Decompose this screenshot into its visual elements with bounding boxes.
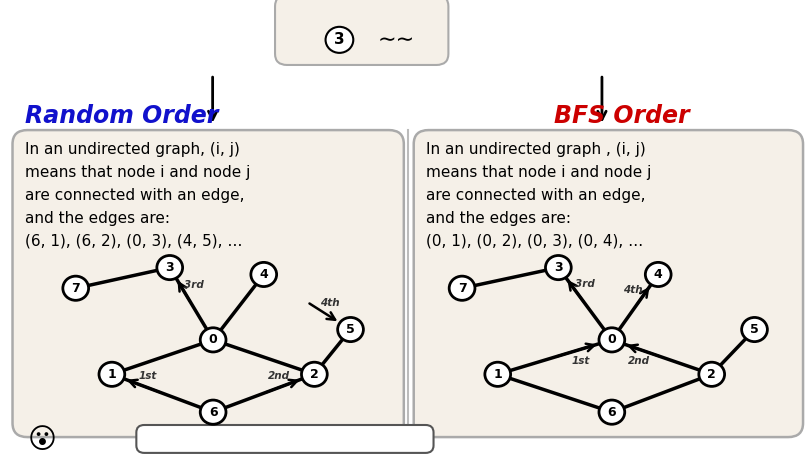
- Text: 1: 1: [494, 368, 502, 381]
- FancyBboxPatch shape: [137, 425, 434, 453]
- Circle shape: [545, 256, 571, 280]
- Text: 3: 3: [166, 261, 174, 274]
- Circle shape: [301, 362, 327, 386]
- Circle shape: [99, 362, 124, 386]
- Circle shape: [338, 318, 364, 342]
- Text: 6: 6: [208, 406, 217, 419]
- Text: ∼∼: ∼∼: [377, 30, 415, 50]
- Circle shape: [699, 362, 725, 386]
- Text: 2nd: 2nd: [628, 356, 650, 366]
- Text: BFS Order: BFS Order: [554, 104, 689, 128]
- FancyBboxPatch shape: [414, 130, 803, 437]
- Text: 1st: 1st: [138, 371, 157, 381]
- Text: 😮: 😮: [27, 426, 57, 454]
- Circle shape: [157, 256, 183, 280]
- Text: In an undirected graph, (i, j)
means that node i and node j
are connected with a: In an undirected graph, (i, j) means tha…: [25, 142, 250, 248]
- Circle shape: [200, 400, 226, 424]
- Text: 4th: 4th: [320, 298, 340, 308]
- Text: 3rd: 3rd: [184, 280, 204, 290]
- Text: 2: 2: [707, 368, 716, 381]
- Text: 4: 4: [654, 268, 663, 281]
- Text: 0: 0: [608, 334, 617, 346]
- Text: 4th: 4th: [623, 285, 643, 295]
- Text: 5: 5: [346, 323, 355, 336]
- Circle shape: [326, 27, 353, 53]
- Text: 0: 0: [208, 334, 217, 346]
- FancyBboxPatch shape: [275, 0, 448, 65]
- Text: 3: 3: [335, 32, 345, 47]
- Text: 7: 7: [71, 282, 80, 295]
- Text: 4: 4: [259, 268, 268, 281]
- Circle shape: [63, 276, 89, 300]
- Text: 3: 3: [554, 261, 562, 274]
- Circle shape: [599, 400, 625, 424]
- Circle shape: [449, 276, 475, 300]
- Circle shape: [599, 328, 625, 352]
- Text: 5: 5: [750, 323, 759, 336]
- FancyBboxPatch shape: [12, 130, 404, 437]
- Text: 2: 2: [310, 368, 318, 381]
- Text: 6: 6: [608, 406, 617, 419]
- Circle shape: [646, 263, 671, 287]
- Text: Random Order: Random Order: [25, 104, 218, 128]
- Circle shape: [250, 263, 276, 287]
- Circle shape: [485, 362, 511, 386]
- Circle shape: [742, 318, 768, 342]
- Text: 3rd: 3rd: [575, 279, 595, 289]
- Text: In an undirected graph , (i, j)
means that node i and node j
are connected with : In an undirected graph , (i, j) means th…: [426, 142, 651, 248]
- Text: 7: 7: [457, 282, 466, 295]
- Circle shape: [200, 328, 226, 352]
- Text: 2nd: 2nd: [267, 371, 290, 381]
- Text: 1: 1: [107, 368, 116, 381]
- Text: 1st: 1st: [571, 356, 590, 366]
